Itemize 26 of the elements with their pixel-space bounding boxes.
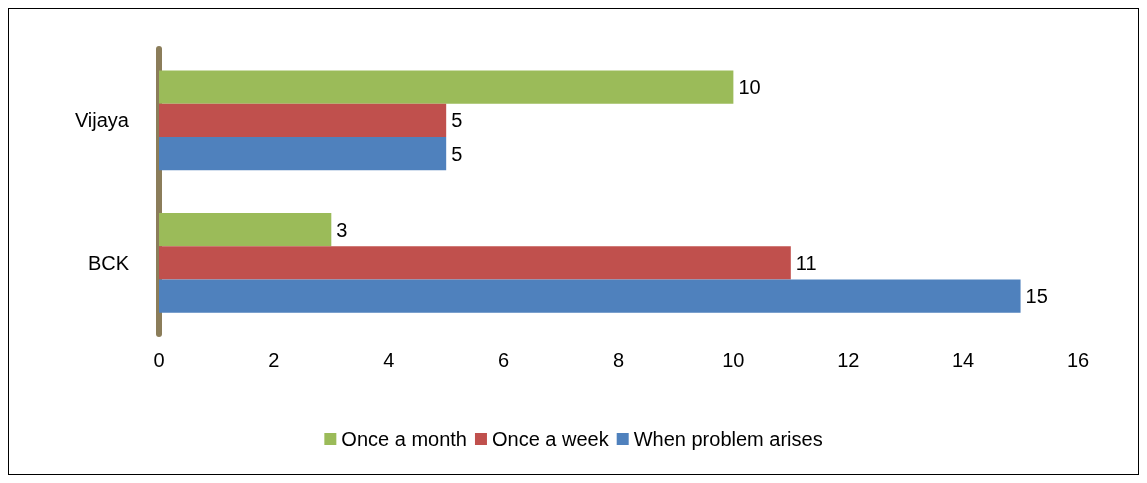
x-tick-label: 12: [837, 349, 860, 371]
data-label: 15: [1025, 285, 1048, 307]
legend-label: Once a week: [491, 428, 610, 450]
x-tick-label: 10: [722, 349, 745, 371]
x-tick-label: 2: [268, 349, 280, 371]
data-label: 10: [738, 76, 761, 98]
bar: [159, 136, 447, 171]
bar: [159, 103, 447, 137]
bar: [159, 212, 332, 247]
bar: [159, 246, 791, 280]
y-tick-label: BCK: [87, 251, 130, 274]
x-tick-label: 4: [383, 349, 395, 371]
legend-label: When problem arises: [633, 428, 823, 450]
data-label: 3: [336, 218, 348, 241]
data-label: 5: [451, 109, 463, 132]
x-tick-label: 6: [498, 349, 510, 371]
x-tick-label: 16: [1066, 349, 1090, 371]
x-tick-label: 14: [952, 349, 975, 371]
x-tick-label: 8: [612, 349, 625, 371]
data-label: 5: [451, 142, 463, 165]
bar: [159, 279, 1021, 313]
legend-label: Once a month: [341, 428, 467, 450]
bar: [159, 70, 734, 104]
x-tick-label: 0: [153, 349, 165, 371]
y-tick-label: Vijaya: [74, 109, 130, 132]
data-label: 11: [795, 251, 817, 274]
